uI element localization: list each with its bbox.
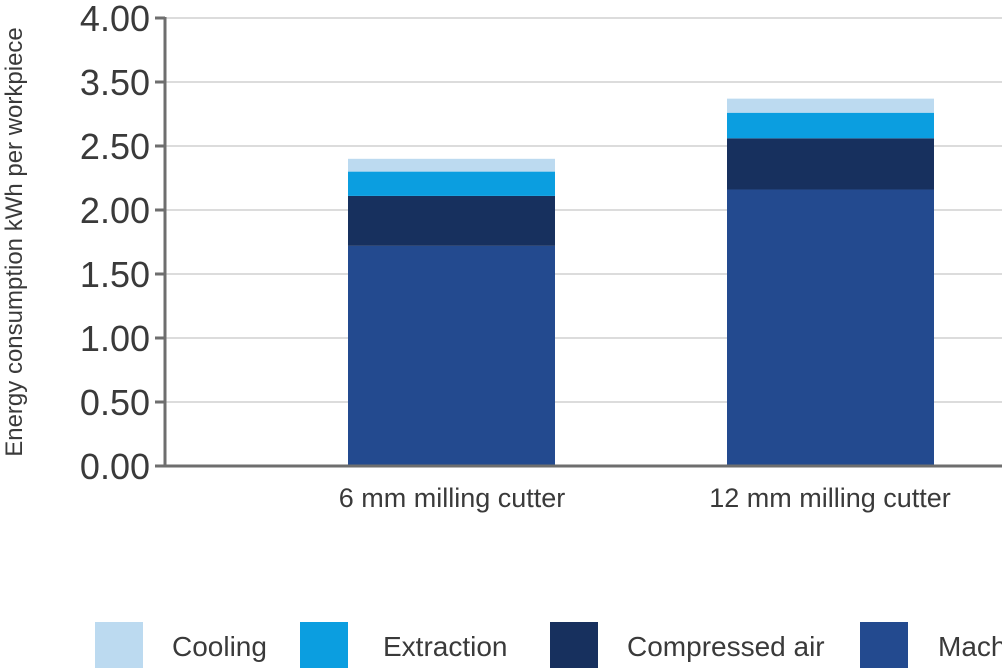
legend-swatch [860, 622, 908, 668]
bar-segment-compressed-air [727, 138, 934, 190]
bar-segment-machine [348, 245, 555, 466]
y-tick-label: 1.00 [80, 318, 150, 359]
legend-label: Mach [938, 631, 1002, 662]
y-tick-label: 0.00 [80, 446, 150, 487]
y-tick-label: 2.50 [80, 126, 150, 167]
bar-segment-compressed-air [348, 195, 555, 246]
gridlines [165, 17, 1002, 403]
legend: Cooling Extraction Compressed air Mach [95, 622, 1002, 668]
legend-swatch [300, 622, 348, 668]
y-axis-title: Energy consumption kWh per workpiece [1, 27, 28, 457]
category-label: 6 mm milling cutter [339, 483, 566, 513]
legend-label: Compressed air [627, 631, 825, 662]
legend-label: Extraction [383, 631, 508, 662]
y-tick-label: 2.00 [80, 190, 150, 231]
y-tick-labels: 0.00 0.50 1.00 1.50 2.00 2.50 3.50 4.00 [80, 0, 165, 487]
bar-segment-machine [727, 189, 934, 466]
category-labels: 6 mm milling cutter 12 mm milling cutter [339, 483, 951, 513]
bars [348, 98, 934, 466]
y-tick-label: 4.00 [80, 0, 150, 39]
y-tick-label: 3.50 [80, 62, 150, 103]
legend-swatch [550, 622, 598, 668]
bar-segment-cooling [348, 158, 555, 172]
legend-label: Cooling [172, 631, 267, 662]
y-tick-label: 1.50 [80, 254, 150, 295]
bar-segment-cooling [727, 98, 934, 113]
y-tick-label: 0.50 [80, 382, 150, 423]
bar-segment-extraction [727, 112, 934, 139]
legend-swatch [95, 622, 143, 668]
bar-segment-extraction [348, 171, 555, 196]
category-label: 12 mm milling cutter [709, 483, 951, 513]
